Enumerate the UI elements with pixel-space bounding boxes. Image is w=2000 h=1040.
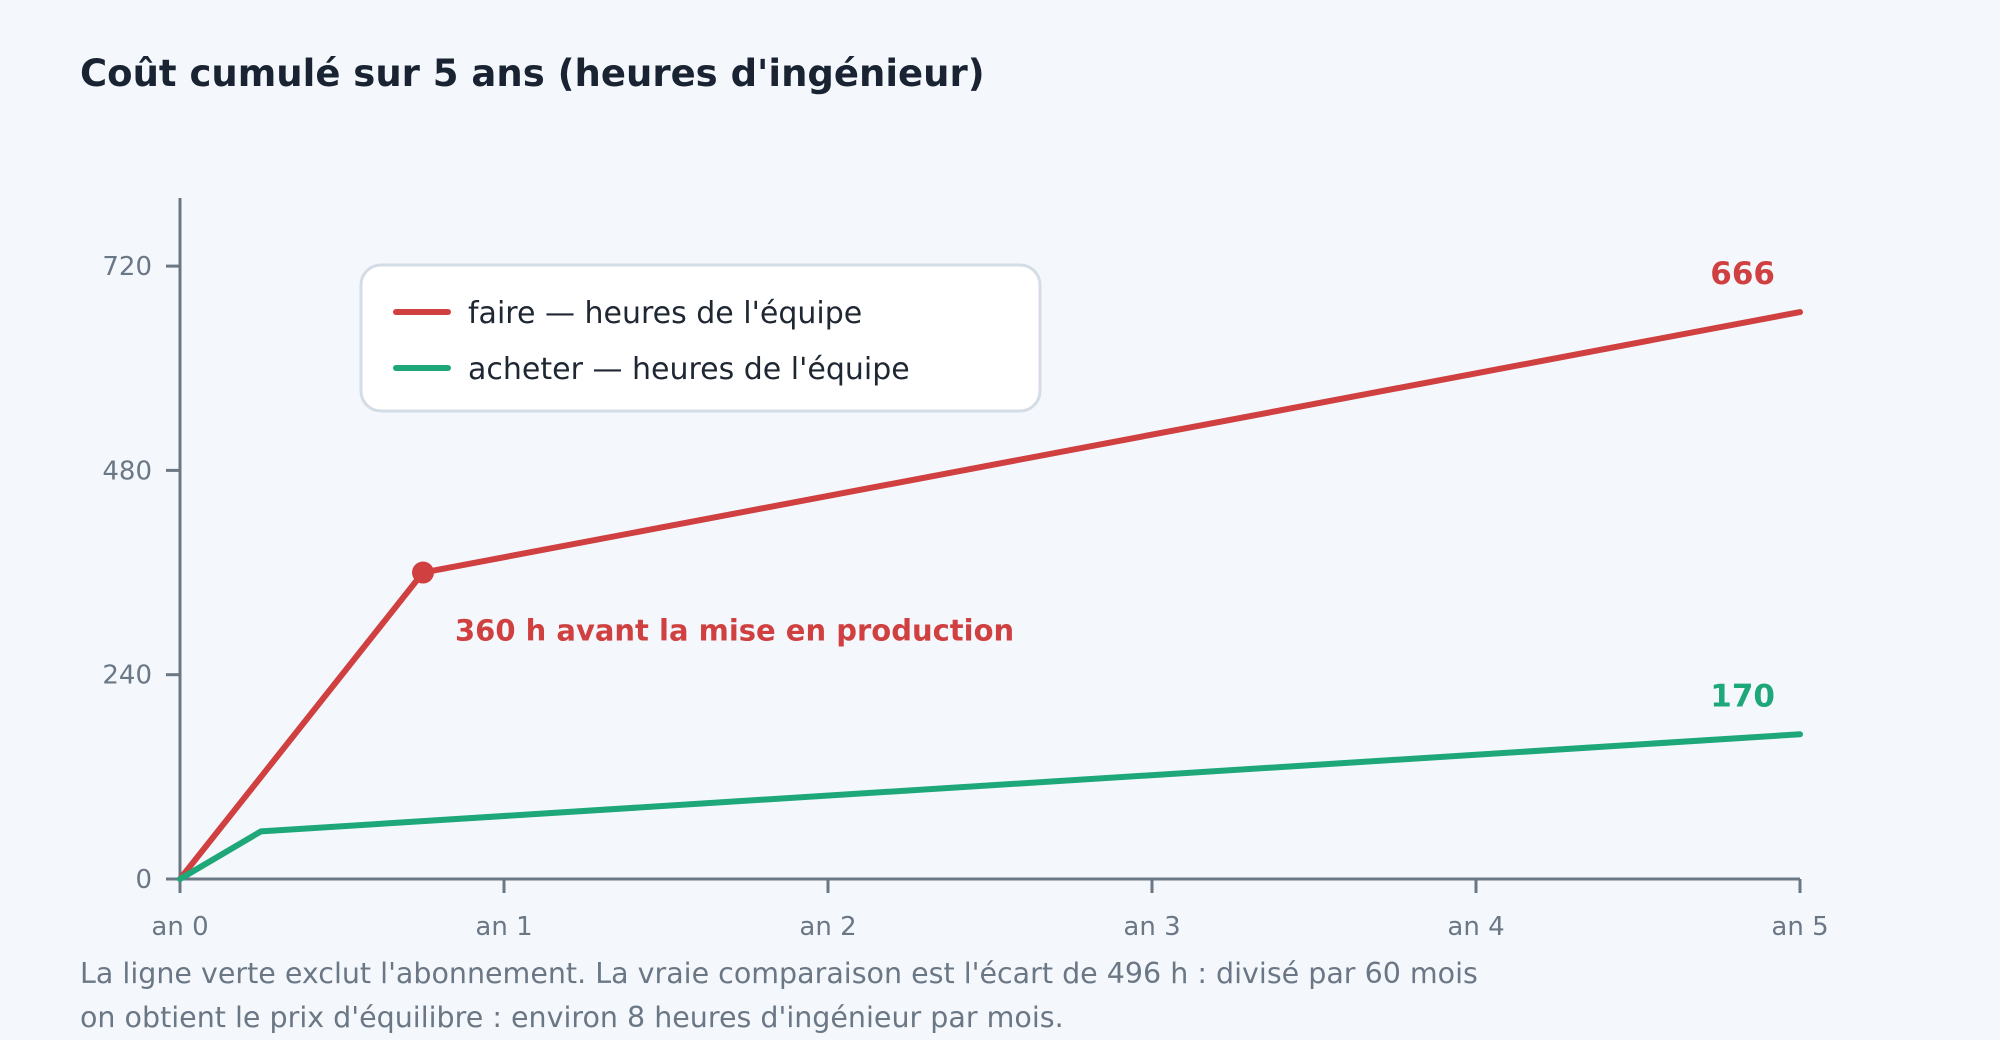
line-chart: 0 240 480 720 an 0 an 1 an 2 an 3 an 4 an 5 666 17… bbox=[102, 198, 1829, 940]
x-tick-label: an 1 bbox=[475, 912, 532, 940]
series-line-acheter bbox=[177, 731, 1803, 882]
legend-entry: acheter — heures de l'équipe bbox=[468, 352, 910, 387]
series-layer bbox=[177, 309, 1803, 882]
footnote-line-1: La ligne verte exclut l'abonnement. La v… bbox=[80, 957, 1478, 990]
y-tick-label: 0 bbox=[135, 865, 152, 895]
footnote: La ligne verte exclut l'abonnement. La v… bbox=[80, 952, 1478, 1040]
x-tick-label: an 5 bbox=[1771, 912, 1828, 940]
y-tick-label: 480 bbox=[102, 456, 152, 486]
x-tick-label: an 0 bbox=[151, 912, 208, 940]
y-tick-label: 720 bbox=[102, 252, 152, 282]
y-tick-label: 240 bbox=[102, 661, 152, 691]
legend-entry: faire — heures de l'équipe bbox=[468, 296, 862, 331]
legend: faire — heures de l'équipe acheter — heur… bbox=[359, 263, 1042, 413]
x-tick-label: an 4 bbox=[1447, 912, 1504, 940]
end-value-label: 170 bbox=[1710, 678, 1775, 714]
axes: 0 240 480 720 an 0 an 1 an 2 an 3 an 4 an 5 bbox=[102, 198, 1829, 940]
data-labels: 666 170 360 h avant la mise en production bbox=[455, 256, 1775, 714]
chart-title: Coût cumulé sur 5 ans (heures d'ingénieu… bbox=[80, 52, 985, 95]
x-tick-label: an 3 bbox=[1123, 912, 1180, 940]
annotation-marker bbox=[412, 561, 434, 584]
x-tick-label: an 2 bbox=[799, 912, 856, 940]
footnote-line-2: on obtient le prix d'équilibre : environ… bbox=[80, 1001, 1064, 1034]
legend-box bbox=[359, 263, 1042, 413]
end-value-label: 666 bbox=[1710, 256, 1775, 292]
annotation-label: 360 h avant la mise en production bbox=[455, 614, 1014, 648]
